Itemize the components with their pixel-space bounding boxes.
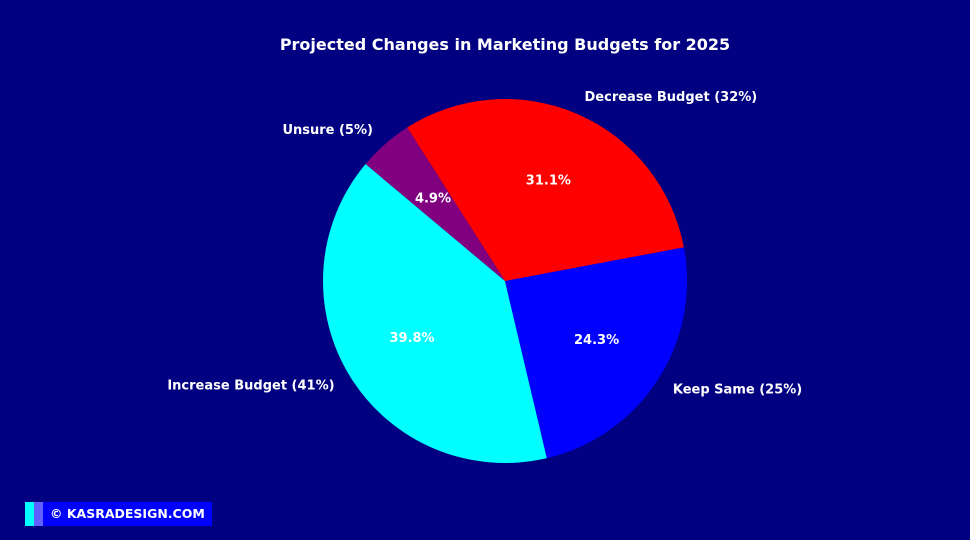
pie-category-label-keep-same: Keep Same (25%) [673, 383, 802, 398]
pie-slice-increase-budget [322, 164, 547, 464]
watermark-text: © KASRADESIGN.COM [43, 502, 212, 526]
watermark-stripe-blue [34, 502, 43, 526]
pie-category-label-unsure: Unsure (5%) [282, 123, 373, 138]
watermark-badge: © KASRADESIGN.COM [25, 502, 212, 526]
pie-slice-unsure [365, 127, 505, 282]
pie-category-labels: Increase Budget (41%) Keep Same (25%) Decr… [167, 90, 802, 398]
pie-percent-label-unsure: 4.9% [415, 191, 451, 206]
pie-category-label-increase-budget: Increase Budget (41%) [167, 379, 334, 394]
pie-slice-keep-same [505, 247, 687, 459]
watermark-stripe-cyan [25, 502, 34, 526]
chart-title: Projected Changes in Marketing Budgets f… [280, 35, 730, 54]
pie-category-label-decrease-budget: Decrease Budget (32%) [585, 90, 758, 105]
pie-percent-labels: 39.8% 24.3% 31.1% 4.9% [389, 173, 619, 348]
pie-slices [322, 98, 687, 464]
pie-slice-decrease-budget [407, 98, 684, 281]
pie-percent-label-decrease-budget: 31.1% [526, 173, 571, 188]
pie-percent-label-keep-same: 24.3% [574, 333, 619, 348]
pie-percent-label-increase-budget: 39.8% [389, 331, 434, 346]
